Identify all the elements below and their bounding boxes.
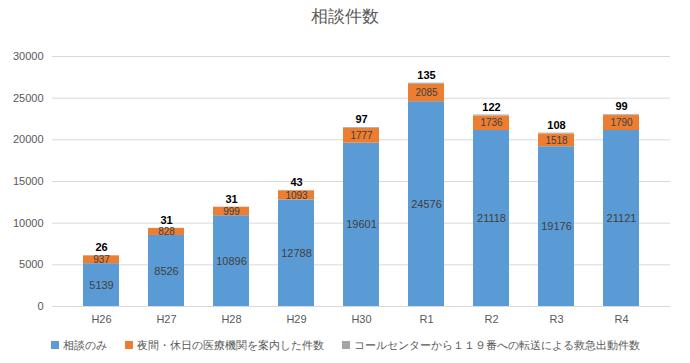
- html-text:相談件数: 相談件数: [311, 7, 379, 26]
- svg-text:24576: 24576: [411, 198, 442, 210]
- svg-text:20000: 20000: [13, 133, 44, 145]
- svg-text:21121: 21121: [607, 212, 637, 224]
- svg-text:1093: 1093: [285, 190, 308, 201]
- svg-text:15000: 15000: [13, 175, 44, 187]
- svg-text:97: 97: [355, 113, 367, 125]
- svg-text:43: 43: [290, 176, 302, 188]
- svg-text:10896: 10896: [216, 255, 247, 267]
- svg-text:H29: H29: [286, 313, 306, 325]
- svg-text:135: 135: [417, 69, 435, 81]
- svg-text:21118: 21118: [477, 212, 506, 224]
- svg-text:H28: H28: [221, 313, 241, 325]
- svg-text:5139: 5139: [89, 279, 113, 291]
- svg-text:19601: 19601: [346, 218, 377, 230]
- svg-text:R1: R1: [419, 313, 433, 325]
- svg-text:R3: R3: [549, 313, 563, 325]
- svg-text:5000: 5000: [19, 258, 43, 270]
- svg-text:122: 122: [482, 101, 500, 113]
- svg-text:19176: 19176: [541, 220, 572, 232]
- svg-text:H27: H27: [156, 313, 176, 325]
- svg-text:2085: 2085: [415, 87, 438, 98]
- svg-text:1777: 1777: [350, 130, 373, 141]
- svg-text:31: 31: [225, 193, 237, 205]
- svg-text:R2: R2: [484, 313, 498, 325]
- svg-text:99: 99: [615, 100, 627, 112]
- html-text:相談のみ: 相談のみ: [62, 338, 107, 351]
- svg-text:828: 828: [158, 226, 175, 237]
- svg-text:25000: 25000: [13, 92, 44, 104]
- svg-text:H26: H26: [91, 313, 111, 325]
- svg-text:1518: 1518: [545, 135, 568, 146]
- svg-text:1736: 1736: [480, 117, 503, 128]
- svg-text:108: 108: [547, 119, 565, 131]
- svg-text:0: 0: [37, 300, 43, 312]
- svg-text:937: 937: [93, 254, 110, 265]
- svg-text:H30: H30: [351, 313, 371, 325]
- svg-text:10000: 10000: [13, 217, 44, 229]
- svg-text:26: 26: [95, 241, 107, 253]
- svg-text:1790: 1790: [610, 117, 633, 128]
- svg-text:999: 999: [223, 206, 240, 217]
- svg-text:8526: 8526: [154, 264, 178, 276]
- html-text:夜間・休日の医療機関を案内した件数: 夜間・休日の医療機関を案内した件数: [136, 338, 324, 351]
- html-text:コールセンターから１１９番への転送による救急出動件数: コールセンターから１１９番への転送による救急出動件数: [353, 338, 640, 351]
- svg-text:30000: 30000: [13, 50, 44, 62]
- svg-text:R4: R4: [614, 313, 628, 325]
- svg-text:12788: 12788: [281, 247, 312, 259]
- svg-text:31: 31: [160, 214, 172, 226]
